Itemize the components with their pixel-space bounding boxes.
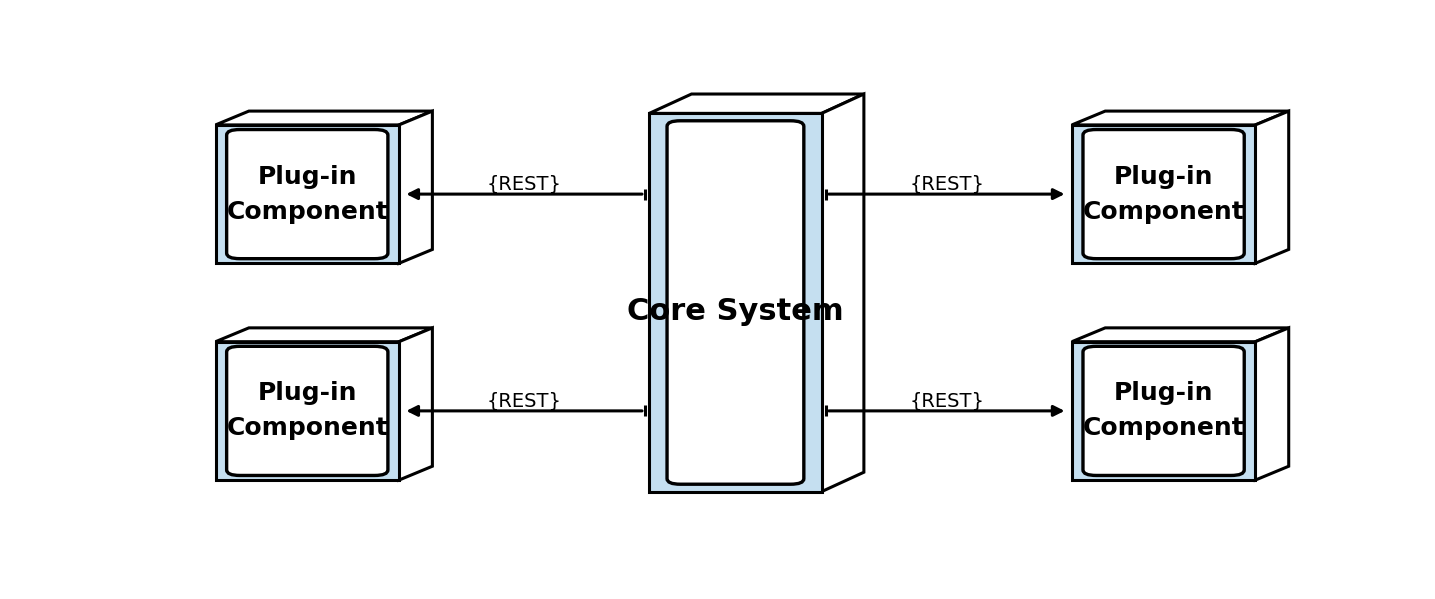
Text: Component: Component: [1083, 199, 1244, 223]
Polygon shape: [215, 341, 399, 480]
FancyBboxPatch shape: [1083, 129, 1244, 259]
Text: Component: Component: [227, 416, 387, 440]
Text: {REST}: {REST}: [910, 391, 984, 410]
Polygon shape: [399, 328, 432, 480]
Polygon shape: [649, 113, 822, 492]
Polygon shape: [215, 111, 432, 125]
Text: Plug-in: Plug-in: [1114, 382, 1214, 406]
Text: {REST}: {REST}: [486, 174, 561, 193]
Text: Core System: Core System: [627, 297, 844, 326]
Polygon shape: [399, 111, 432, 264]
Polygon shape: [1072, 341, 1256, 480]
Text: Plug-in: Plug-in: [257, 165, 357, 189]
Polygon shape: [215, 125, 399, 264]
Text: Component: Component: [1083, 416, 1244, 440]
Polygon shape: [1072, 328, 1289, 341]
FancyBboxPatch shape: [227, 129, 387, 259]
Text: Plug-in: Plug-in: [1114, 165, 1214, 189]
Polygon shape: [215, 328, 432, 341]
FancyBboxPatch shape: [1083, 346, 1244, 476]
FancyBboxPatch shape: [227, 346, 387, 476]
Text: {REST}: {REST}: [486, 391, 561, 410]
Polygon shape: [1072, 111, 1289, 125]
Text: Plug-in: Plug-in: [257, 382, 357, 406]
Polygon shape: [1256, 111, 1289, 264]
Text: Component: Component: [227, 199, 387, 223]
Polygon shape: [1072, 125, 1256, 264]
FancyBboxPatch shape: [667, 121, 804, 484]
Polygon shape: [1256, 328, 1289, 480]
Polygon shape: [649, 94, 864, 113]
Polygon shape: [822, 94, 864, 492]
Text: {REST}: {REST}: [910, 174, 984, 193]
